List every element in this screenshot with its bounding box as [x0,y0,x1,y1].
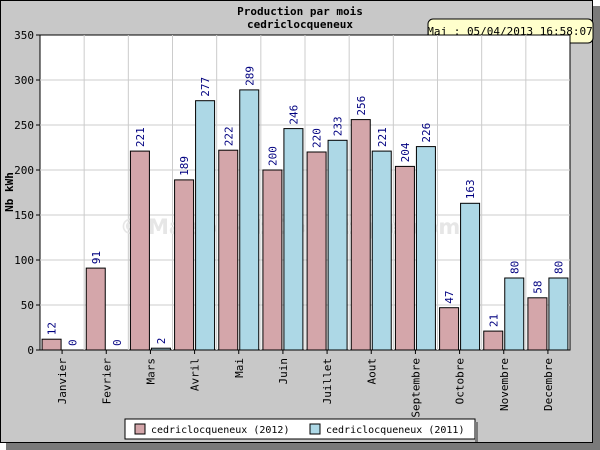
y-tick-label: 50 [21,299,34,312]
value-label-2011: 80 [508,261,521,274]
bar-2012 [218,149,239,351]
y-tick-label: 250 [14,119,34,132]
x-tick-label: Aout [365,358,378,385]
y-tick-label: 100 [14,254,34,267]
legend-box-shadow [475,422,478,442]
x-tick-label: Juin [277,358,290,385]
value-label-2012: 221 [134,127,147,147]
y-axis: 0 50 100 150 200 250 300 350 [14,29,40,357]
value-label-2012: 12 [46,322,59,335]
value-label-2012: 189 [178,156,191,176]
value-label-2011: 163 [464,179,477,199]
bar-2012 [129,150,150,351]
grid-lines [40,35,570,350]
bar-2011 [371,150,392,351]
value-label-2012: 91 [90,251,103,264]
value-label-2011: 246 [287,105,300,125]
bar-2011 [239,89,260,351]
value-label-2011: 2 [155,338,168,345]
bar-2012 [527,297,548,351]
y-tick-label: 200 [14,164,34,177]
y-tick-label: 300 [14,74,34,87]
x-tick-label: Mai [233,358,246,378]
bar-2011 [283,128,304,351]
bar-2011 [548,277,569,351]
bar-2011 [195,100,216,351]
bar-2012 [439,307,460,351]
value-labels-layer: 12 0 91 0 221 2 189 277 222 289 200 246 220 233 256 221… [46,66,566,346]
x-tick-label: Decembre [542,358,555,411]
frame-shadow-bottom [6,443,600,450]
bar-2012 [306,151,327,351]
legend-label-2012: cedriclocqueneux (2012) [151,425,289,436]
bar-2012 [350,119,371,351]
x-axis: Janvier Fevrier Mars Avril Mai Juin Juillet Aou… [56,350,555,418]
chart-subtitle: cedriclocqueneux [247,18,353,31]
value-label-2011: 221 [376,127,389,147]
x-tick-label: Juillet [321,358,334,404]
x-tick-label: Avril [189,358,202,391]
value-label-2011: 0 [67,339,80,346]
bar-2012 [85,267,106,351]
value-label-2011: 0 [111,339,124,346]
value-label-2012: 204 [399,142,412,162]
value-label-2011: 289 [243,66,256,86]
legend-label-2011: cedriclocqueneux (2011) [326,425,464,436]
y-axis-title: Nb kWh [3,172,16,212]
bar-2012 [394,165,415,351]
bar-2011 [150,347,171,351]
bar-2012 [41,338,62,351]
x-tick-label: Fevrier [100,358,113,405]
bar-2012 [174,179,195,351]
x-tick-label: Octobre [454,358,467,404]
value-label-2011: 277 [199,77,212,97]
value-label-2012: 21 [487,314,500,327]
x-tick-label: Septembre [409,358,422,418]
bar-2011 [415,146,436,351]
value-label-2012: 222 [222,126,235,146]
bar-2011 [504,277,525,351]
value-label-2012: 200 [266,146,279,166]
value-label-2012: 47 [443,290,456,303]
bar-2012 [262,169,283,351]
frame-shadow-right [593,6,600,450]
x-tick-label: Novembre [498,358,511,411]
y-tick-label: 350 [14,29,34,42]
bar-2012 [483,330,504,351]
y-tick-label: 0 [27,344,34,357]
bar-2011 [327,139,348,351]
x-tick-label: Janvier [56,358,69,405]
legend-swatch-2011 [309,423,321,435]
legend-swatch-2012 [134,423,146,435]
bars-layer [41,89,569,351]
value-label-2012: 58 [531,281,544,294]
value-label-2012: 220 [311,128,324,148]
value-label-2011: 80 [552,261,565,274]
x-tick-label: Mars [144,358,157,385]
value-label-2011: 233 [332,116,345,136]
value-label-2011: 226 [420,123,433,143]
value-label-2012: 256 [355,96,368,116]
y-tick-label: 150 [14,209,34,222]
chart-title: Production par mois [237,5,363,18]
bar-2011 [460,202,481,351]
